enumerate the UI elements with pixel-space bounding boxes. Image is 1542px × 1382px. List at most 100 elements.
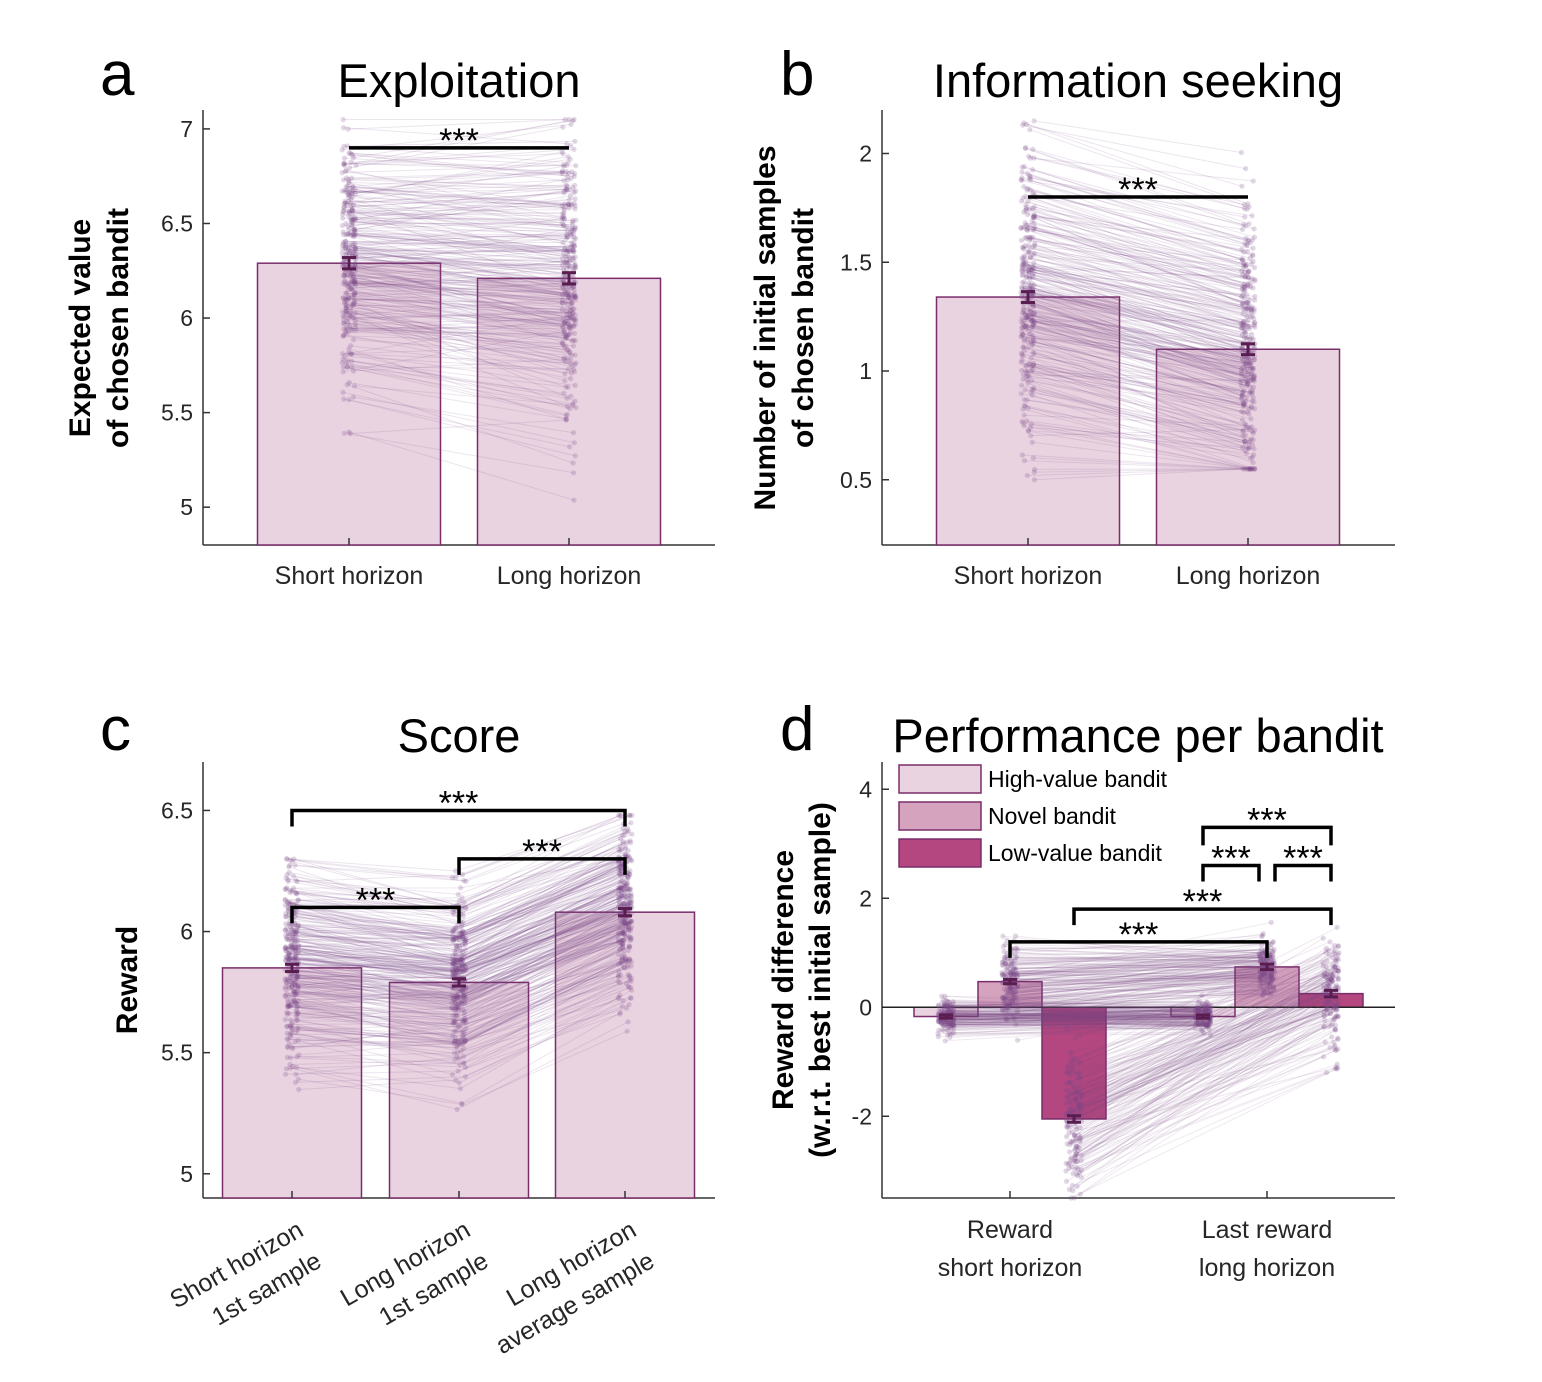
subject-dot: [344, 272, 351, 278]
subject-dot: [568, 376, 574, 382]
subject-dot: [1252, 265, 1258, 271]
subject-dot: [1021, 184, 1027, 190]
subject-dot: [352, 282, 359, 288]
subject-dot: [619, 957, 625, 963]
subject-dot: [460, 1045, 467, 1051]
subject-line: [355, 247, 573, 275]
subject-dot: [1076, 1107, 1082, 1113]
subject-dot: [1023, 363, 1030, 369]
subject-dot: [1246, 268, 1252, 274]
subject-dot: [561, 356, 567, 362]
subject-dot: [349, 285, 355, 292]
subject-dot: [571, 247, 577, 253]
subject-dot: [287, 1023, 293, 1029]
subject-dot: [559, 300, 566, 306]
subject-dot: [572, 293, 578, 299]
subject-dot: [341, 273, 348, 279]
subject-dot: [1250, 258, 1256, 264]
subject-line: [344, 157, 575, 175]
subject-dot: [563, 266, 570, 272]
subject-dot: [352, 310, 358, 316]
subject-dot: [1246, 221, 1252, 227]
subject-dot: [1250, 245, 1256, 251]
chart-title: Information seeking: [933, 54, 1343, 107]
subject-dot: [1018, 319, 1024, 325]
subject-dot: [350, 152, 356, 158]
subject-dot: [347, 185, 353, 191]
subject-line: [343, 330, 565, 373]
legend-label: High-value bandit: [988, 766, 1168, 792]
subject-line: [343, 192, 575, 208]
subject-dot: [351, 155, 357, 161]
subject-line: [350, 217, 565, 249]
subject-dot: [570, 185, 576, 191]
subject-dot: [1322, 1018, 1328, 1024]
subject-line: [343, 283, 566, 287]
subject-dot: [562, 320, 568, 326]
subject-dot: [346, 227, 352, 233]
subject-line: [355, 326, 569, 351]
subject-dot: [349, 219, 355, 225]
subject-dot: [1247, 384, 1253, 390]
subject-dot: [563, 182, 569, 188]
subject-dot: [344, 297, 350, 303]
subject-line: [348, 197, 572, 206]
subject-dot: [571, 366, 577, 372]
subject-dot: [456, 1080, 462, 1086]
subject-dot: [341, 333, 347, 339]
subject-dot: [282, 1016, 288, 1023]
subject-line: [355, 257, 569, 298]
subject-dot: [1244, 300, 1250, 306]
subject-dot: [350, 315, 357, 321]
subject-line: [349, 353, 576, 386]
subject-dot: [342, 272, 348, 278]
subject-line: [352, 255, 574, 296]
subject-dot: [565, 293, 572, 299]
subject-dot: [345, 176, 351, 183]
subject-dot: [560, 168, 566, 174]
subject-dot: [295, 897, 301, 903]
subject-dot: [343, 249, 349, 255]
subject-dot: [345, 357, 351, 364]
subject-dot: [564, 183, 570, 189]
subject-dot: [1024, 266, 1030, 272]
subject-line: [354, 230, 566, 264]
subject-dot: [566, 116, 572, 123]
subject-dot: [1251, 226, 1257, 232]
subject-dot: [344, 281, 351, 287]
subject-dot: [1012, 965, 1018, 971]
subject-dot: [1004, 988, 1010, 994]
subject-line: [350, 345, 572, 374]
subject-dot: [572, 225, 578, 231]
subject-line: [344, 189, 569, 209]
subject-dot: [1028, 355, 1034, 361]
subject-line: [342, 264, 563, 268]
subject-dot: [1009, 990, 1016, 996]
subject-dot: [562, 290, 568, 296]
subject-dot: [561, 259, 567, 265]
subject-dot: [1251, 446, 1257, 452]
subject-dot: [1031, 118, 1037, 124]
y-tick-label: 1: [859, 358, 872, 384]
subject-dot: [564, 173, 570, 179]
subject-dot: [1028, 433, 1034, 439]
subject-dot: [626, 974, 632, 980]
subject-dot: [453, 936, 459, 942]
subject-line: [355, 189, 575, 231]
subject-line: [351, 221, 568, 238]
subject-line: [354, 294, 576, 321]
subject-dot: [566, 259, 573, 265]
subject-dot: [571, 497, 577, 503]
subject-dot: [1334, 924, 1340, 931]
y-tick-label: 4: [859, 776, 872, 802]
subject-dot: [296, 1086, 302, 1093]
subject-dot: [282, 945, 288, 951]
subject-line: [348, 189, 570, 228]
x-tick-label: long horizon: [1199, 1254, 1335, 1282]
subject-line: [351, 267, 575, 295]
subject-line: [349, 271, 576, 298]
subject-dot: [1331, 1017, 1337, 1023]
subject-dot: [569, 301, 575, 307]
subject-dot: [1020, 271, 1026, 277]
subject-dot: [570, 460, 576, 466]
